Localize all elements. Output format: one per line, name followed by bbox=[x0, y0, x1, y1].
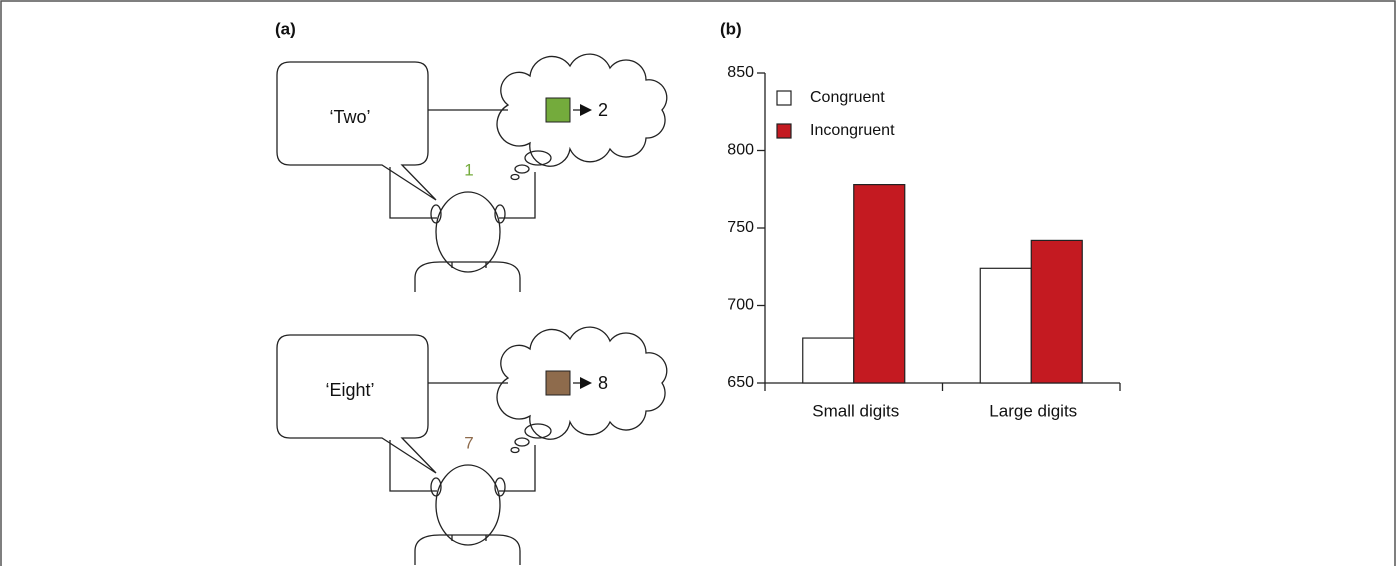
bar bbox=[980, 268, 1031, 383]
shown-digit: 7 bbox=[464, 433, 473, 452]
thought-dot bbox=[515, 438, 529, 446]
color-square bbox=[546, 98, 570, 122]
arrow-head bbox=[580, 104, 592, 116]
arrow-head bbox=[580, 377, 592, 389]
thought-dot bbox=[511, 448, 519, 453]
shown-digit: 1 bbox=[464, 160, 473, 179]
speech-bubble bbox=[277, 62, 436, 200]
y-tick-label: 850 bbox=[727, 64, 754, 81]
frame bbox=[1, 1, 1395, 566]
bar bbox=[803, 338, 854, 383]
legend-swatch bbox=[777, 91, 791, 105]
figure: (a) (b) ‘Two’ 2 1 ‘Eight’ 8 7 650 700 750 800 850… bbox=[0, 0, 1396, 566]
x-tick-label: Large digits bbox=[989, 401, 1077, 420]
head bbox=[436, 192, 500, 272]
scene: ‘Two’ 2 1 bbox=[277, 54, 667, 292]
scene: ‘Eight’ 8 7 bbox=[277, 327, 667, 565]
legend-label: Incongruent bbox=[810, 122, 895, 139]
thought-dot bbox=[515, 165, 529, 173]
bar bbox=[854, 185, 905, 383]
bar-chart: 650 700 750 800 850 Small digits Large digits C… bbox=[727, 64, 1120, 420]
thought-dot bbox=[511, 175, 519, 180]
body bbox=[415, 535, 520, 565]
color-square bbox=[546, 371, 570, 395]
panel-label: (b) bbox=[720, 19, 742, 38]
y-tick-label: 750 bbox=[727, 219, 754, 236]
x-tick-label: Small digits bbox=[812, 401, 899, 420]
thought-digit: 8 bbox=[598, 373, 608, 393]
speech-bubble bbox=[277, 335, 436, 473]
head bbox=[436, 465, 500, 545]
bar bbox=[1031, 240, 1082, 383]
y-tick-label: 700 bbox=[727, 297, 754, 314]
legend-swatch bbox=[777, 124, 791, 138]
thought-digit: 2 bbox=[598, 100, 608, 120]
diagram: ‘Two’ 2 1 ‘Eight’ 8 7 bbox=[277, 54, 667, 565]
y-tick-label: 650 bbox=[727, 374, 754, 391]
body bbox=[415, 262, 520, 292]
speech-text: ‘Two’ bbox=[329, 107, 370, 127]
legend-label: Congruent bbox=[810, 89, 885, 106]
speech-text: ‘Eight’ bbox=[325, 380, 374, 400]
y-tick-label: 800 bbox=[727, 142, 754, 159]
panel-label: (a) bbox=[275, 19, 296, 38]
